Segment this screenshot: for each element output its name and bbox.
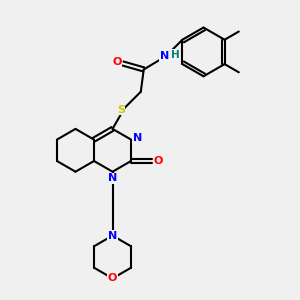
Text: N: N bbox=[108, 173, 117, 183]
Text: O: O bbox=[108, 273, 117, 284]
Text: H: H bbox=[171, 50, 179, 60]
Text: N: N bbox=[108, 231, 117, 241]
Text: S: S bbox=[117, 105, 125, 115]
Text: N: N bbox=[160, 51, 169, 61]
Text: O: O bbox=[112, 57, 122, 67]
Text: N: N bbox=[108, 231, 117, 241]
Text: N: N bbox=[133, 133, 142, 143]
Text: O: O bbox=[153, 156, 163, 166]
